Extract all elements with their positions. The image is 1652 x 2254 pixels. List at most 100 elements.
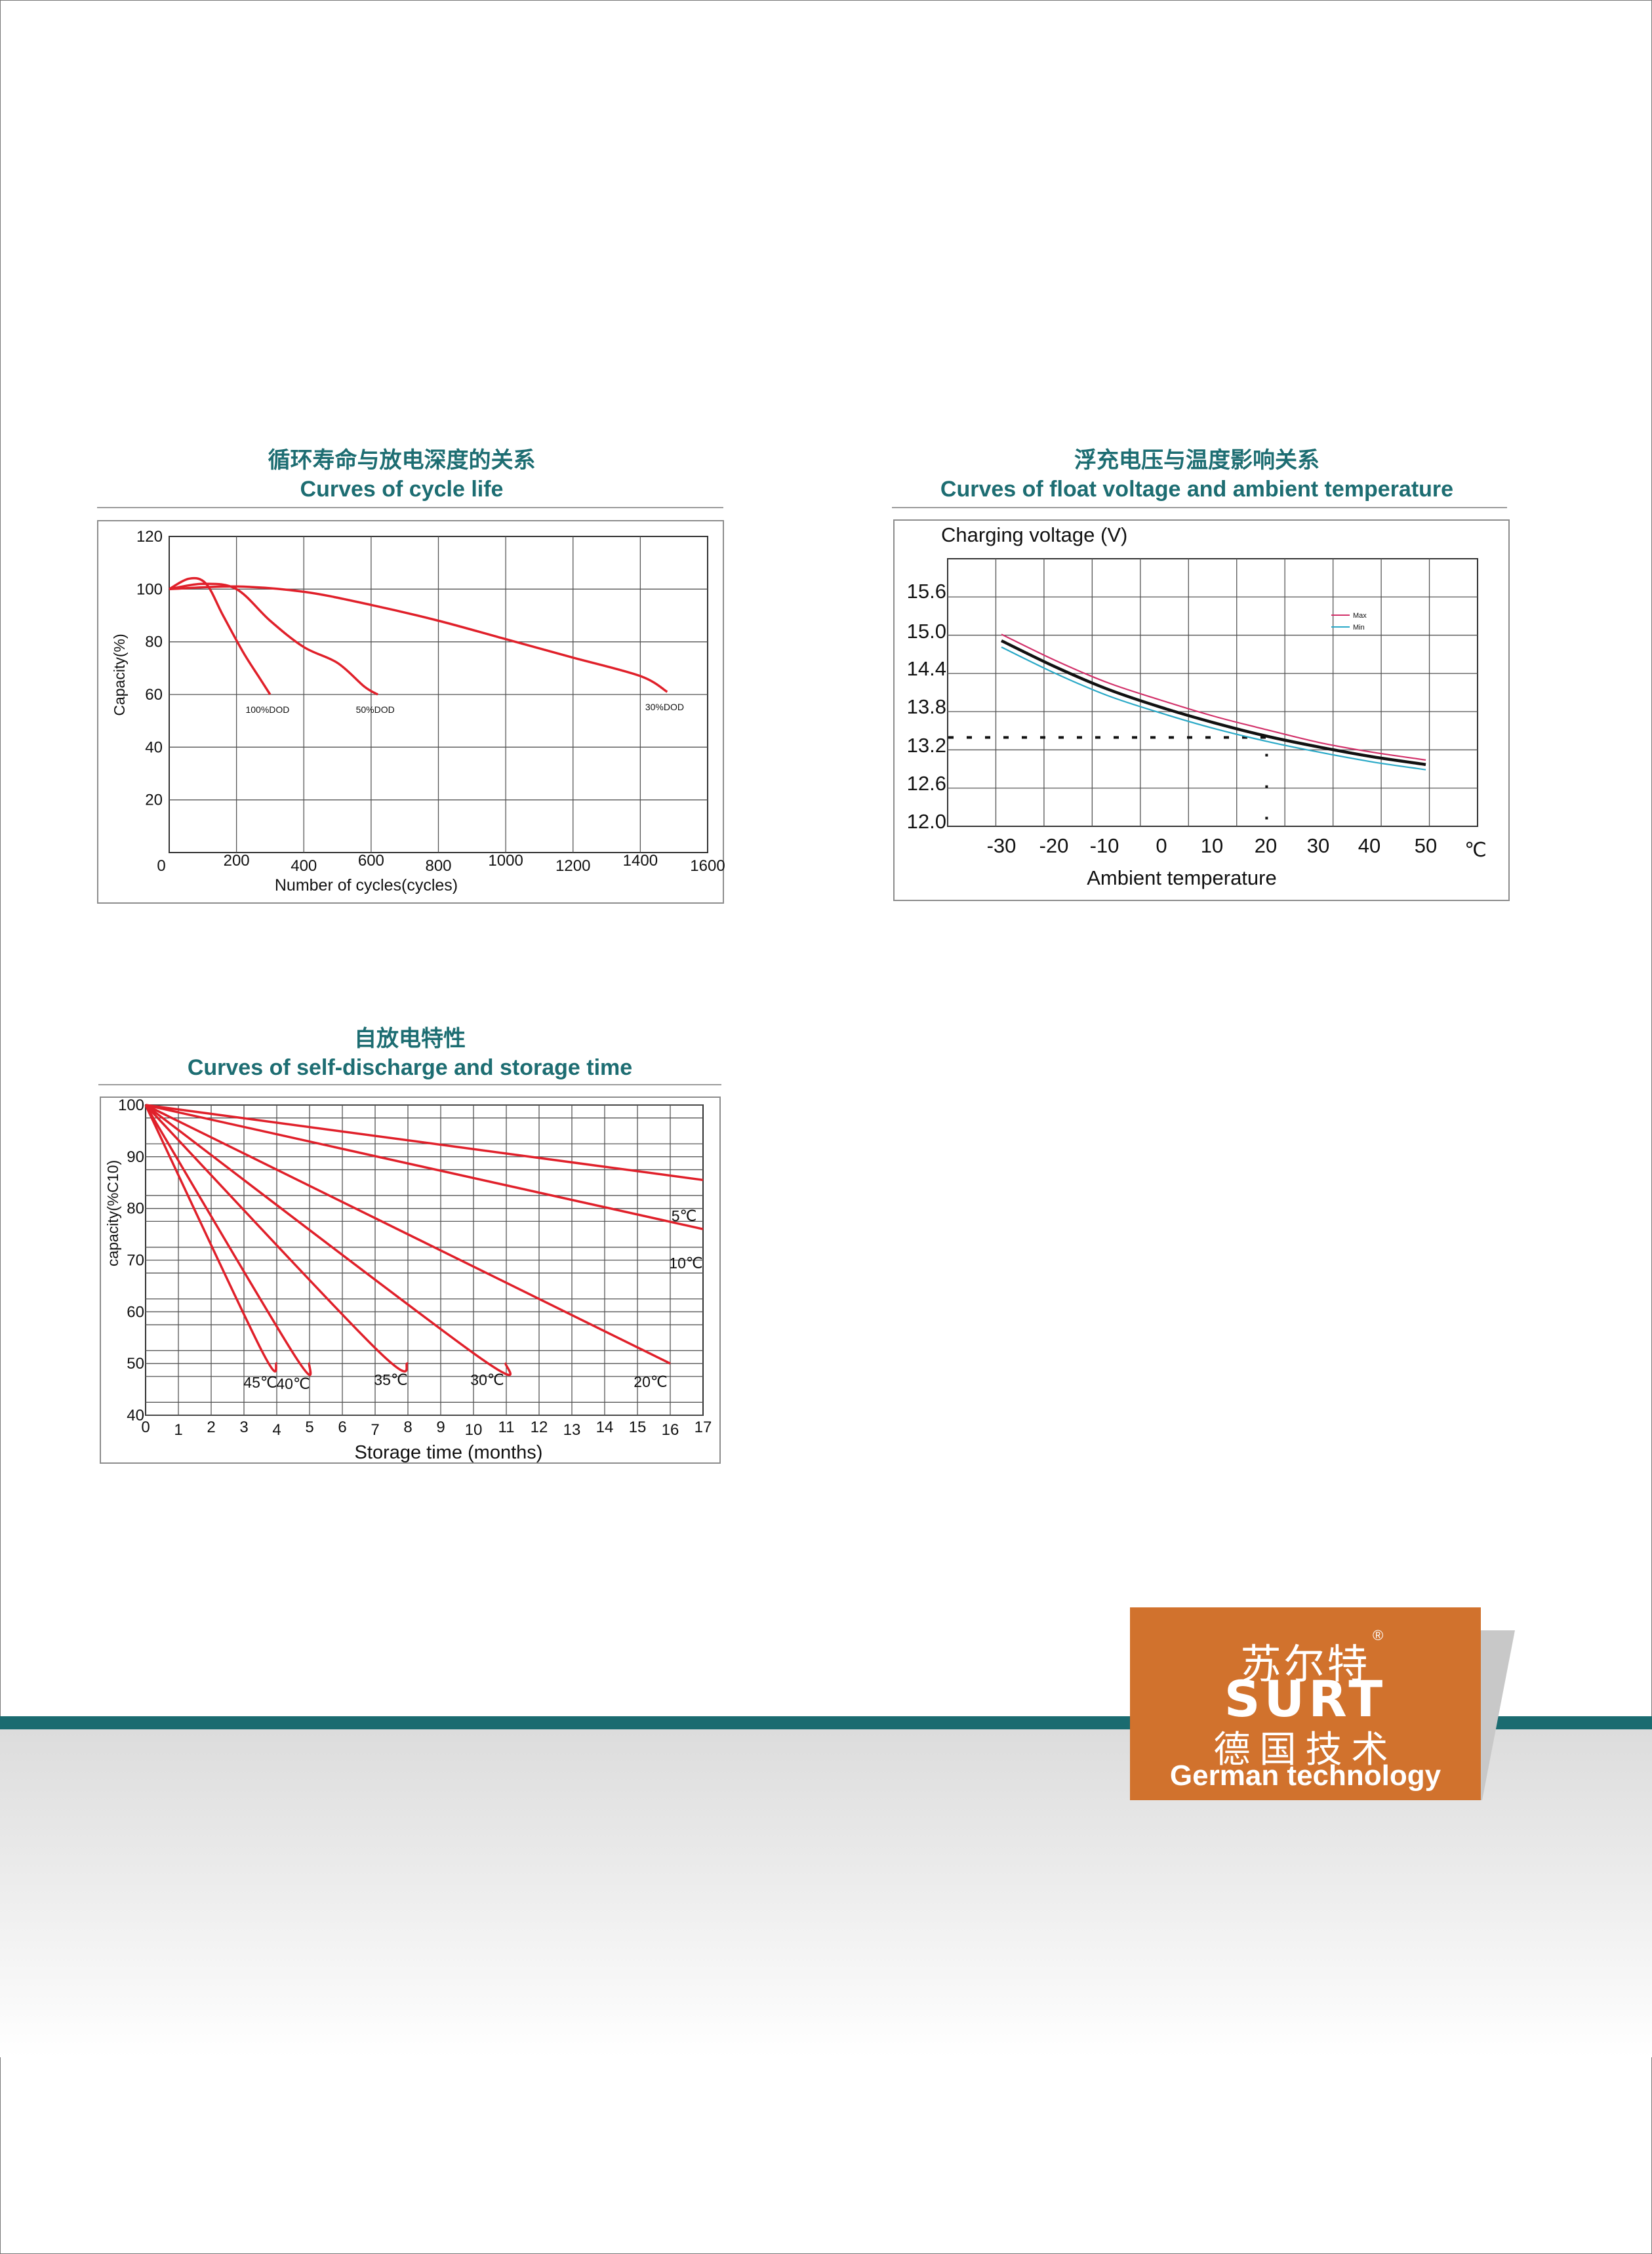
c2-x-tick-2: -10 [1090,834,1119,857]
logo-tagline-cn: 德国技术 [1213,1729,1398,1771]
c3-series-3 [144,1104,512,1377]
self-discharge-title-en: Curves of self-discharge and storage tim… [187,1055,633,1080]
c1-series-label-1: 50%DOD [356,704,395,715]
c3-x-tick-11: 11 [498,1419,515,1436]
c3-x-tick-3: 3 [239,1419,248,1436]
c1-x-tick-8: 1600 [690,857,725,875]
c1-y-tick-0: 20 [145,792,163,809]
c3-y-tick-5: 90 [127,1148,144,1166]
c1-y-tick-4: 100 [136,580,163,598]
logo-name-en: SURT [1224,1670,1387,1728]
c2-x-tick-6: 30 [1307,834,1329,857]
c3-x-tick-1: 1 [174,1421,182,1439]
c2-y-tick-0: 12.0 [907,810,946,833]
c3-series-4 [144,1104,409,1373]
c3-series-label-2: 20℃ [634,1373,667,1390]
c3-y-tick-2: 60 [127,1303,144,1321]
c2-y-label: Charging voltage (V) [941,523,1127,546]
c2-series-0 [1001,634,1426,761]
c1-y-tick-5: 120 [136,528,163,546]
c1-x-tick-6: 1200 [555,857,590,875]
c3-series-label-3: 30℃ [470,1371,504,1388]
c3-series-label-0: 5℃ [672,1207,697,1224]
c1-x-tick-3: 600 [358,852,384,870]
c3-series-1 [145,1104,704,1230]
logo-registered-mark: ® [1373,1627,1384,1643]
brand-logo: 苏尔特 ® SURT 德国技术 German technology [1130,1607,1481,1800]
cycle-life-title: 循环寿命与放电深度的关系 Curves of cycle life [98,446,705,504]
self-discharge-title: 自放电特性 Curves of self-discharge and stora… [98,1024,721,1082]
c2-y-tick-2: 13.2 [907,734,946,757]
c1-series-1 [169,582,378,696]
c3-x-label: Storage time (months) [355,1442,543,1463]
c3-x-tick-15: 15 [629,1419,647,1436]
c2-x-tick-1: -20 [1039,834,1069,857]
c3-x-tick-10: 10 [465,1421,483,1439]
self-discharge-title-cn: 自放电特性 [354,1026,466,1051]
c1-x-tick-5: 1000 [488,852,523,870]
c2-legend-label-0: Max [1353,612,1367,620]
c3-x-tick-7: 7 [371,1421,379,1439]
c2-series-2 [1001,646,1426,771]
c3-x-tick-12: 12 [531,1419,548,1436]
c2-legend-label-1: Min [1353,624,1365,632]
c3-series-5 [144,1104,312,1377]
float-voltage-title-cn: 浮充电压与温度影响关系 [1074,448,1320,473]
c3-x-tick-17: 17 [695,1419,712,1436]
c2-y-tick-6: 15.6 [907,580,946,603]
c3-y-tick-0: 40 [127,1407,144,1424]
logo-name-cn: 苏尔特 [1240,1640,1371,1688]
c2-x-label: Ambient temperature [1087,866,1276,889]
c2-x-tick-7: 40 [1358,834,1380,857]
c1-x-tick-1: 200 [224,852,250,870]
cycle-life-title-en: Curves of cycle life [300,477,504,502]
c2-x-tick-0: -30 [987,834,1017,857]
c3-series-6 [144,1104,278,1373]
c1-x-tick-4: 800 [425,857,451,875]
c3-series-label-4: 35℃ [374,1371,407,1388]
c1-series-label-2: 30%DOD [645,702,684,712]
c3-y-tick-6: 100 [118,1097,144,1114]
c1-series-label-0: 100%DOD [245,704,289,715]
c3-x-tick-13: 13 [563,1421,581,1439]
c3-series-2 [145,1104,671,1365]
float-voltage-rule [892,507,1507,508]
c1-x-tick-0: 0 [157,857,165,875]
c3-y-label: capacity(%C10) [104,1160,121,1266]
c3-x-tick-2: 2 [207,1419,215,1436]
c3-series-0 [145,1104,704,1182]
c1-x-label: Number of cycles(cycles) [275,876,458,895]
cycle-life-title-cn: 循环寿命与放电深度的关系 [268,448,536,473]
c2-x-tick-5: 20 [1255,834,1277,857]
c2-y-tick-3: 13.8 [907,695,946,718]
c3-x-tick-16: 16 [662,1421,679,1439]
c3-x-tick-4: 4 [272,1421,281,1439]
c3-x-tick-5: 5 [305,1419,313,1436]
c2-x-tick-4: 10 [1201,834,1223,857]
c3-series-label-6: 45℃ [243,1374,277,1391]
self-discharge-rule [98,1084,721,1085]
c1-x-tick-7: 1400 [623,852,658,870]
c1-y-tick-3: 80 [145,634,163,651]
c3-x-tick-9: 9 [436,1419,445,1436]
float-voltage-title: 浮充电压与温度影响关系 Curves of float voltage and … [892,446,1502,504]
float-voltage-title-en: Curves of float voltage and ambient temp… [940,477,1454,502]
c3-x-tick-0: 0 [141,1419,150,1436]
c1-y-tick-1: 40 [145,738,163,756]
c3-x-tick-14: 14 [596,1419,614,1436]
c3-x-tick-6: 6 [338,1419,346,1436]
c2-plot-area [947,558,1478,827]
c3-y-tick-3: 70 [127,1252,144,1270]
logo-tagline-en: German technology [1169,1760,1441,1792]
c1-series-2 [169,585,668,693]
c2-y-tick-1: 12.6 [907,772,946,795]
c2-y-tick-4: 14.4 [907,657,946,680]
c2-x-unit: ℃ [1464,839,1487,861]
c1-y-label: Capacity(%) [111,634,128,715]
c3-x-tick-8: 8 [403,1419,412,1436]
c3-y-tick-1: 50 [127,1355,144,1373]
c3-series-label-1: 10℃ [669,1255,702,1272]
c1-series-0 [169,576,272,695]
c2-x-tick-8: 50 [1415,834,1437,857]
